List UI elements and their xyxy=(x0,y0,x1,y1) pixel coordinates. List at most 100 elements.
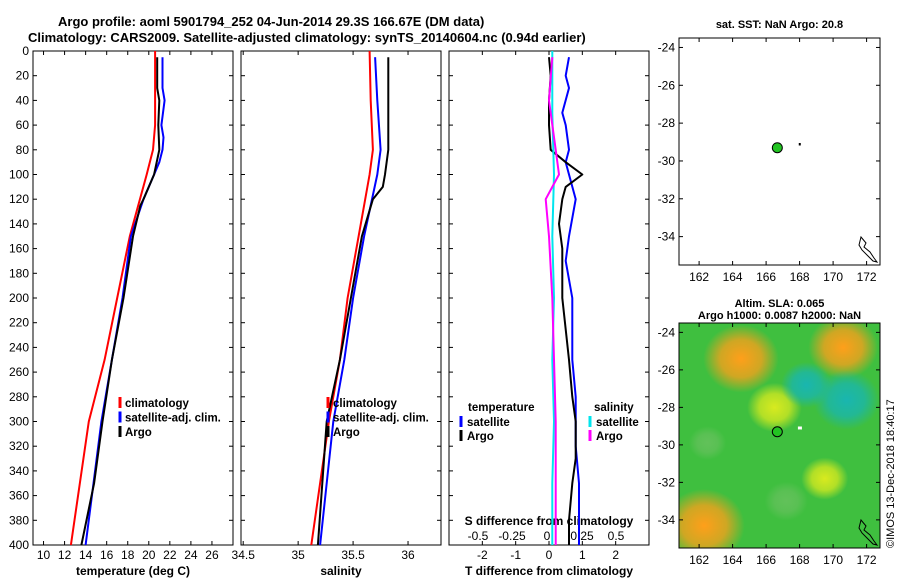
y-tick-label: 220 xyxy=(9,316,29,330)
x-tick-label: 2 xyxy=(612,548,619,562)
sla-anomaly-blob xyxy=(801,457,849,500)
y-tick-label: 400 xyxy=(9,538,29,552)
legend-title-salinity: salinity xyxy=(594,402,634,414)
y-tick-label: 300 xyxy=(9,415,29,429)
y-tick-label: 240 xyxy=(9,340,29,354)
x-tick-label: 22 xyxy=(163,548,177,562)
sla-map-frame xyxy=(678,322,881,549)
y-tick-label: 200 xyxy=(9,291,29,305)
x-tick-label: 172 xyxy=(857,553,877,567)
legend-label: climatology xyxy=(125,398,190,410)
y-tick-label: 280 xyxy=(9,390,29,404)
y-tick-label: 180 xyxy=(9,266,29,280)
series-line-satellite-adj-clim- xyxy=(319,57,382,546)
sla-anomaly-blob xyxy=(679,488,745,548)
x-tick-label: 170 xyxy=(823,270,843,284)
salinity-profile-chart: 34.5 35 35.5 36 salinity climatology satellite… xyxy=(232,50,442,578)
sla-anomaly-field xyxy=(679,323,880,548)
x-tick-label: 35 xyxy=(291,548,305,562)
y-tick-label: 380 xyxy=(9,513,29,527)
y-tick-label: 360 xyxy=(9,489,29,503)
y-tick-label: 80 xyxy=(16,143,30,157)
y-tick-label: -28 xyxy=(658,116,676,130)
island-mark-highlight xyxy=(797,426,802,430)
x-tick-label: 0 xyxy=(546,548,553,562)
footer-credit: ©IMOS 13-Dec-2018 18:40:17 xyxy=(885,399,897,548)
x-tick-label: 164 xyxy=(723,270,743,284)
figure-title-line2: Climatology: CARS2009. Satellite-adjuste… xyxy=(28,30,586,45)
series-line-satellite-adj-clim- xyxy=(84,57,166,546)
argo-float-marker xyxy=(771,142,783,154)
series-line-temperature-argo xyxy=(548,57,584,545)
y-tick-label: -32 xyxy=(658,475,676,489)
y-tick-label: -30 xyxy=(658,154,676,168)
difference-profile-chart: -2 -1 0 1 2 T difference from climatology S di… xyxy=(448,50,650,578)
x-tick-label: 12 xyxy=(58,548,72,562)
y-tick-label: -30 xyxy=(658,438,676,452)
y-tick-label: 320 xyxy=(9,439,29,453)
x-tick-label: 36 xyxy=(401,548,415,562)
x-tick-label: 10 xyxy=(37,548,51,562)
x-tick-label: 1 xyxy=(579,548,586,562)
sst-map-title: sat. SST: NaN Argo: 20.8 xyxy=(716,19,843,31)
x-tick-label: 166 xyxy=(756,553,776,567)
y-tick-label: 20 xyxy=(16,69,30,83)
sla-anomaly-blob xyxy=(703,324,779,393)
x-tick-label: 20 xyxy=(142,548,156,562)
x2-tick-label: 0 xyxy=(544,529,551,543)
salinity-profile-frame xyxy=(240,50,442,546)
legend-label: Argo xyxy=(596,431,623,443)
series-line-argo xyxy=(316,57,390,546)
x-axis-label: T difference from climatology xyxy=(465,564,633,578)
y-tick-label: -28 xyxy=(658,400,676,414)
y-tick-label: 40 xyxy=(16,93,30,107)
argo-float-marker xyxy=(771,426,783,438)
x-tick-label: 24 xyxy=(184,548,198,562)
x-tick-label: 164 xyxy=(723,553,743,567)
y-tick-label: 340 xyxy=(9,464,29,478)
x2-tick-label: 0.25 xyxy=(570,529,594,543)
coastline-outline xyxy=(858,235,879,263)
x-tick-label: 162 xyxy=(689,270,709,284)
y-tick-label: -26 xyxy=(658,78,676,92)
x2-axis-label: S difference from climatology xyxy=(465,514,634,528)
y-tick-label: -24 xyxy=(658,40,676,54)
y-tick-label: 120 xyxy=(9,192,29,206)
x-tick-label: -2 xyxy=(477,548,488,562)
x-tick-label: 35.5 xyxy=(341,548,365,562)
sla-map-subtitle: Argo h1000: 0.0087 h2000: NaN xyxy=(698,310,861,322)
x2-tick-label: -0.25 xyxy=(498,529,526,543)
legend-label: satellite-adj. clim. xyxy=(333,413,429,425)
x-tick-label: 26 xyxy=(205,548,219,562)
y-tick-label: 260 xyxy=(9,365,29,379)
x-tick-label: 34.5 xyxy=(232,548,256,562)
y-tick-label: 0 xyxy=(22,44,29,58)
legend-label: Argo xyxy=(125,427,152,439)
y-tick-label: -34 xyxy=(658,230,676,244)
x-tick-label: 166 xyxy=(756,270,776,284)
temperature-profile-chart: 10 12 14 16 18 20 22 24 260204060801001201401601… xyxy=(9,44,234,578)
series-line-argo xyxy=(80,57,161,546)
y-tick-label: -24 xyxy=(658,325,676,339)
y-tick-label: -34 xyxy=(658,513,676,527)
x2-tick-label: -0.5 xyxy=(468,529,489,543)
y-tick-label: 140 xyxy=(9,217,29,231)
x-tick-label: 14 xyxy=(79,548,93,562)
series-line-salinity-argo xyxy=(544,57,560,545)
legend-label: Argo xyxy=(467,431,494,443)
x-tick-label: 172 xyxy=(857,270,877,284)
sla-map-title: Altim. SLA: 0.065 xyxy=(735,298,825,310)
legend-title-temperature: temperature xyxy=(468,402,534,414)
sla-anomaly-blob xyxy=(688,426,727,460)
sst-map-chart: sat. SST: NaN Argo: 20.8 162 164 166 168 170 1… xyxy=(658,19,881,284)
legend-label: climatology xyxy=(333,398,398,410)
x-tick-label: 162 xyxy=(689,553,709,567)
y-tick-label: -32 xyxy=(658,192,676,206)
series-line-temperature-satellite xyxy=(561,57,580,545)
legend-label: Argo xyxy=(333,427,360,439)
legend-label: satellite xyxy=(467,417,510,429)
x-tick-label: 168 xyxy=(790,553,810,567)
x-axis-label: temperature (deg C) xyxy=(76,564,190,578)
